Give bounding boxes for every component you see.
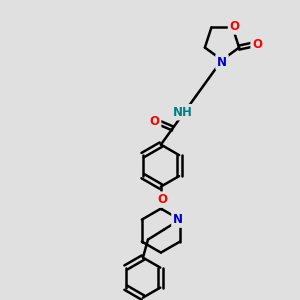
Text: O: O [157, 193, 167, 206]
Text: O: O [252, 38, 262, 51]
Text: N: N [173, 213, 183, 226]
Text: N: N [217, 56, 227, 68]
Text: O: O [230, 20, 240, 33]
Text: NH: NH [173, 106, 193, 119]
Text: O: O [150, 115, 160, 128]
